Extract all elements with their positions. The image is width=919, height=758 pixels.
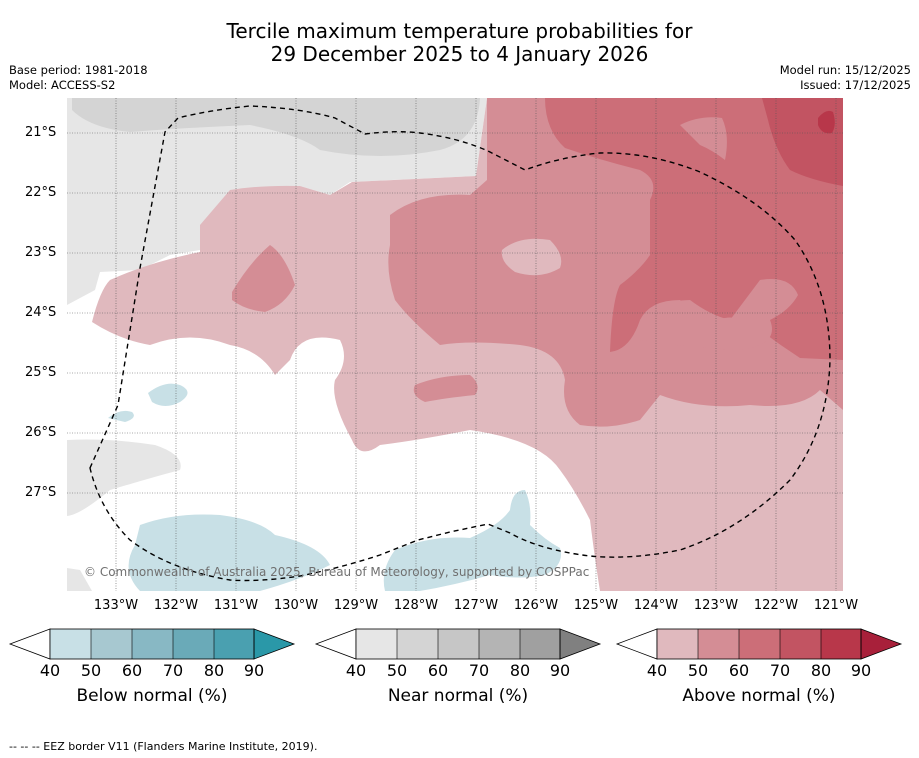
below-normal-region-small-2 bbox=[108, 410, 134, 422]
lat-label-27s: 27°S bbox=[25, 485, 57, 500]
above-normal-50-region-mid bbox=[413, 375, 478, 402]
below-tick-70: 70 bbox=[163, 661, 183, 680]
model-name: Model: ACCESS-S2 bbox=[9, 78, 116, 92]
above-tick-50: 50 bbox=[688, 661, 708, 680]
colorbar-near-bin-3 bbox=[438, 629, 479, 659]
title-line-2: 29 December 2025 to 4 January 2026 bbox=[270, 42, 649, 66]
colorbar-below bbox=[8, 628, 296, 660]
colorbar-below-bin-1 bbox=[50, 629, 91, 659]
base-period: Base period: 1981-2018 bbox=[9, 63, 148, 77]
lon-label-125w: 125°W bbox=[573, 598, 619, 613]
lon-label-130w: 130°W bbox=[273, 598, 319, 613]
below-tick-50: 50 bbox=[81, 661, 101, 680]
colorbar-below-bin-2 bbox=[91, 629, 132, 659]
colorbar-above-bin-5 bbox=[821, 629, 861, 659]
near-normal-region-sw bbox=[67, 568, 92, 591]
colorbar-above-bin-2 bbox=[698, 629, 739, 659]
near-tick-60: 60 bbox=[428, 661, 448, 680]
lon-label-122w: 122°W bbox=[753, 598, 799, 613]
colorbar-below-bin-3 bbox=[132, 629, 173, 659]
near-tick-40: 40 bbox=[346, 661, 366, 680]
above-normal-50-hole-1 bbox=[680, 117, 727, 160]
near-normal-region-north-dark bbox=[72, 98, 480, 156]
lon-label-123w: 123°W bbox=[693, 598, 739, 613]
above-tick-90: 90 bbox=[851, 661, 871, 680]
below-tick-80: 80 bbox=[204, 661, 224, 680]
lat-label-23s: 23°S bbox=[25, 245, 57, 260]
colorbar-above-bin-1 bbox=[657, 629, 698, 659]
probability-field bbox=[67, 98, 843, 591]
above-tick-80: 80 bbox=[811, 661, 831, 680]
lat-label-26s: 26°S bbox=[25, 425, 57, 440]
model-run: Model run: 15/12/2025 bbox=[779, 63, 911, 77]
map-title: Tercile maximum temperature probabilitie… bbox=[0, 20, 919, 66]
colorbar-near bbox=[314, 628, 602, 660]
issued-date: Issued: 17/12/2025 bbox=[800, 78, 911, 92]
colorbar-near-low-arrow bbox=[314, 628, 357, 660]
colorbar-below-high-arrow bbox=[253, 628, 296, 660]
above-normal-title: Above normal (%) bbox=[682, 686, 836, 706]
near-tick-70: 70 bbox=[469, 661, 489, 680]
colorbar-near-bin-4 bbox=[479, 629, 520, 659]
colorbar-below-bin-5 bbox=[214, 629, 254, 659]
colorbar-above-bin-4 bbox=[780, 629, 821, 659]
below-tick-60: 60 bbox=[122, 661, 142, 680]
colorbar-near-bin-1 bbox=[356, 629, 397, 659]
eez-footnote: -- -- -- EEZ border V11 (Flanders Marine… bbox=[9, 740, 318, 753]
near-tick-90: 90 bbox=[550, 661, 570, 680]
title-line-1: Tercile maximum temperature probabilitie… bbox=[226, 19, 693, 43]
colorbar-below-low-arrow bbox=[8, 628, 51, 660]
near-tick-50: 50 bbox=[387, 661, 407, 680]
lon-label-124w: 124°W bbox=[633, 598, 679, 613]
gridlines bbox=[67, 98, 843, 591]
lon-label-133w: 133°W bbox=[93, 598, 139, 613]
above-normal-50-hole-2 bbox=[640, 279, 798, 350]
lat-label-21s: 21°S bbox=[25, 125, 57, 140]
below-tick-90: 90 bbox=[244, 661, 264, 680]
lon-label-126w: 126°W bbox=[513, 598, 559, 613]
colorbar-tick-labels: 40 50 60 70 80 90 40 50 60 70 80 90 40 5… bbox=[40, 661, 871, 680]
above-normal-80-spot bbox=[818, 110, 835, 134]
above-normal-40-hole-1 bbox=[501, 238, 562, 276]
colorbar-near-bin-2 bbox=[397, 629, 438, 659]
below-normal-region-south-2 bbox=[383, 490, 561, 591]
copyright-notice: © Commonwealth of Australia 2025, Bureau… bbox=[84, 565, 590, 579]
colorbar-above bbox=[615, 628, 903, 660]
colorbar-above-low-arrow bbox=[615, 628, 658, 660]
colorbar-near-bin-5 bbox=[520, 629, 560, 659]
lat-label-25s: 25°S bbox=[25, 365, 57, 380]
near-normal-region-west bbox=[67, 439, 181, 516]
lon-label-121w: 121°W bbox=[813, 598, 859, 613]
meta-right: Model run: 15/12/2025 Issued: 17/12/2025 bbox=[780, 63, 911, 93]
below-normal-title: Below normal (%) bbox=[76, 686, 228, 706]
meta-left: Base period: 1981-2018 Model: ACCESS-S2 bbox=[9, 63, 148, 93]
below-normal-region-small-1 bbox=[148, 383, 188, 406]
eez-border bbox=[89, 105, 831, 582]
above-tick-60: 60 bbox=[729, 661, 749, 680]
lon-label-128w: 128°W bbox=[393, 598, 439, 613]
below-tick-40: 40 bbox=[40, 661, 60, 680]
lon-label-129w: 129°W bbox=[333, 598, 379, 613]
colorbar-above-high-arrow bbox=[860, 628, 903, 660]
lon-label-132w: 132°W bbox=[153, 598, 199, 613]
above-tick-70: 70 bbox=[770, 661, 790, 680]
above-tick-40: 40 bbox=[647, 661, 667, 680]
colorbar-above-bin-3 bbox=[739, 629, 780, 659]
near-tick-80: 80 bbox=[510, 661, 530, 680]
lon-label-131w: 131°W bbox=[213, 598, 259, 613]
lat-label-24s: 24°S bbox=[25, 305, 57, 320]
colorbar-below-bin-4 bbox=[173, 629, 214, 659]
lat-label-22s: 22°S bbox=[25, 185, 57, 200]
above-normal-50-region-west bbox=[232, 245, 295, 312]
below-normal-region-south bbox=[128, 514, 330, 591]
colorbar-near-high-arrow bbox=[559, 628, 602, 660]
lon-label-127w: 127°W bbox=[453, 598, 499, 613]
near-normal-title: Near normal (%) bbox=[387, 686, 529, 706]
